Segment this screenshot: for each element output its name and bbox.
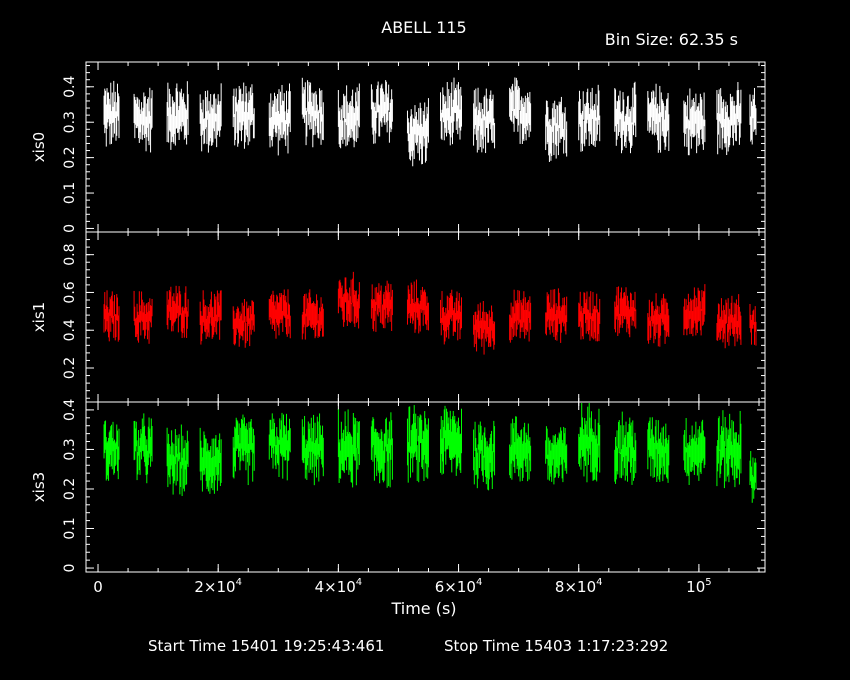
x-tick-label: 105	[686, 577, 711, 596]
x-axis-label: Time (s)	[390, 599, 456, 618]
y-tick-label: 0.4	[62, 319, 78, 341]
y-tick-label: 0	[62, 564, 78, 573]
y-tick-label: 0.1	[62, 182, 78, 204]
panel-label-xis0: xis0	[30, 132, 48, 162]
y-tick-label: 0.3	[62, 438, 78, 460]
x-tick-label: 8×104	[555, 577, 603, 596]
x-tick-labels: 0 2×104 4×104 6×104 8×104 105	[93, 577, 711, 596]
panel-xis3: 0 0.1 0.2 0.3 0.4 xis3	[30, 399, 766, 573]
panel-frame	[85, 401, 766, 573]
y-tick-label: 0.8	[62, 244, 78, 266]
plot-panels: 0 0.1 0.2 0.3 0.4 xis0 0.2 0.4 0.6 0.8 xis1 0 0.1 0.2…	[30, 61, 766, 573]
x-tick-label: 4×104	[315, 577, 363, 596]
y-tick-label: 0.4	[62, 399, 78, 421]
y-tick-label: 0.3	[62, 111, 78, 133]
y-tick-label: 0.6	[62, 281, 78, 303]
panel-xis0: 0 0.1 0.2 0.3 0.4 xis0	[30, 61, 766, 233]
y-tick-label: 0.2	[62, 357, 78, 379]
bin-size-label: Bin Size: 62.35 s	[605, 30, 738, 49]
chart-title: ABELL 115	[381, 18, 466, 37]
series-xis3	[103, 403, 757, 503]
x-tick-label: 2×104	[194, 577, 242, 596]
series-xis0	[103, 77, 757, 167]
panel-label-xis3: xis3	[30, 472, 48, 502]
y-tick-label: 0.2	[62, 146, 78, 168]
y-tick-label: 0	[62, 224, 78, 233]
y-tick-label: 0.2	[62, 478, 78, 500]
y-tick-label: 0.4	[62, 76, 78, 98]
panel-xis1: 0.2 0.4 0.6 0.8 xis1	[30, 231, 766, 403]
stop-time-label: Stop Time 15403 1:17:23:292	[444, 637, 668, 655]
series-xis1	[103, 271, 757, 355]
x-tick-label: 6×104	[435, 577, 483, 596]
start-time-label: Start Time 15401 19:25:43:461	[148, 637, 384, 655]
x-tick-label: 0	[93, 578, 103, 596]
y-tick-label: 0.1	[62, 517, 78, 539]
panel-label-xis1: xis1	[30, 302, 48, 332]
